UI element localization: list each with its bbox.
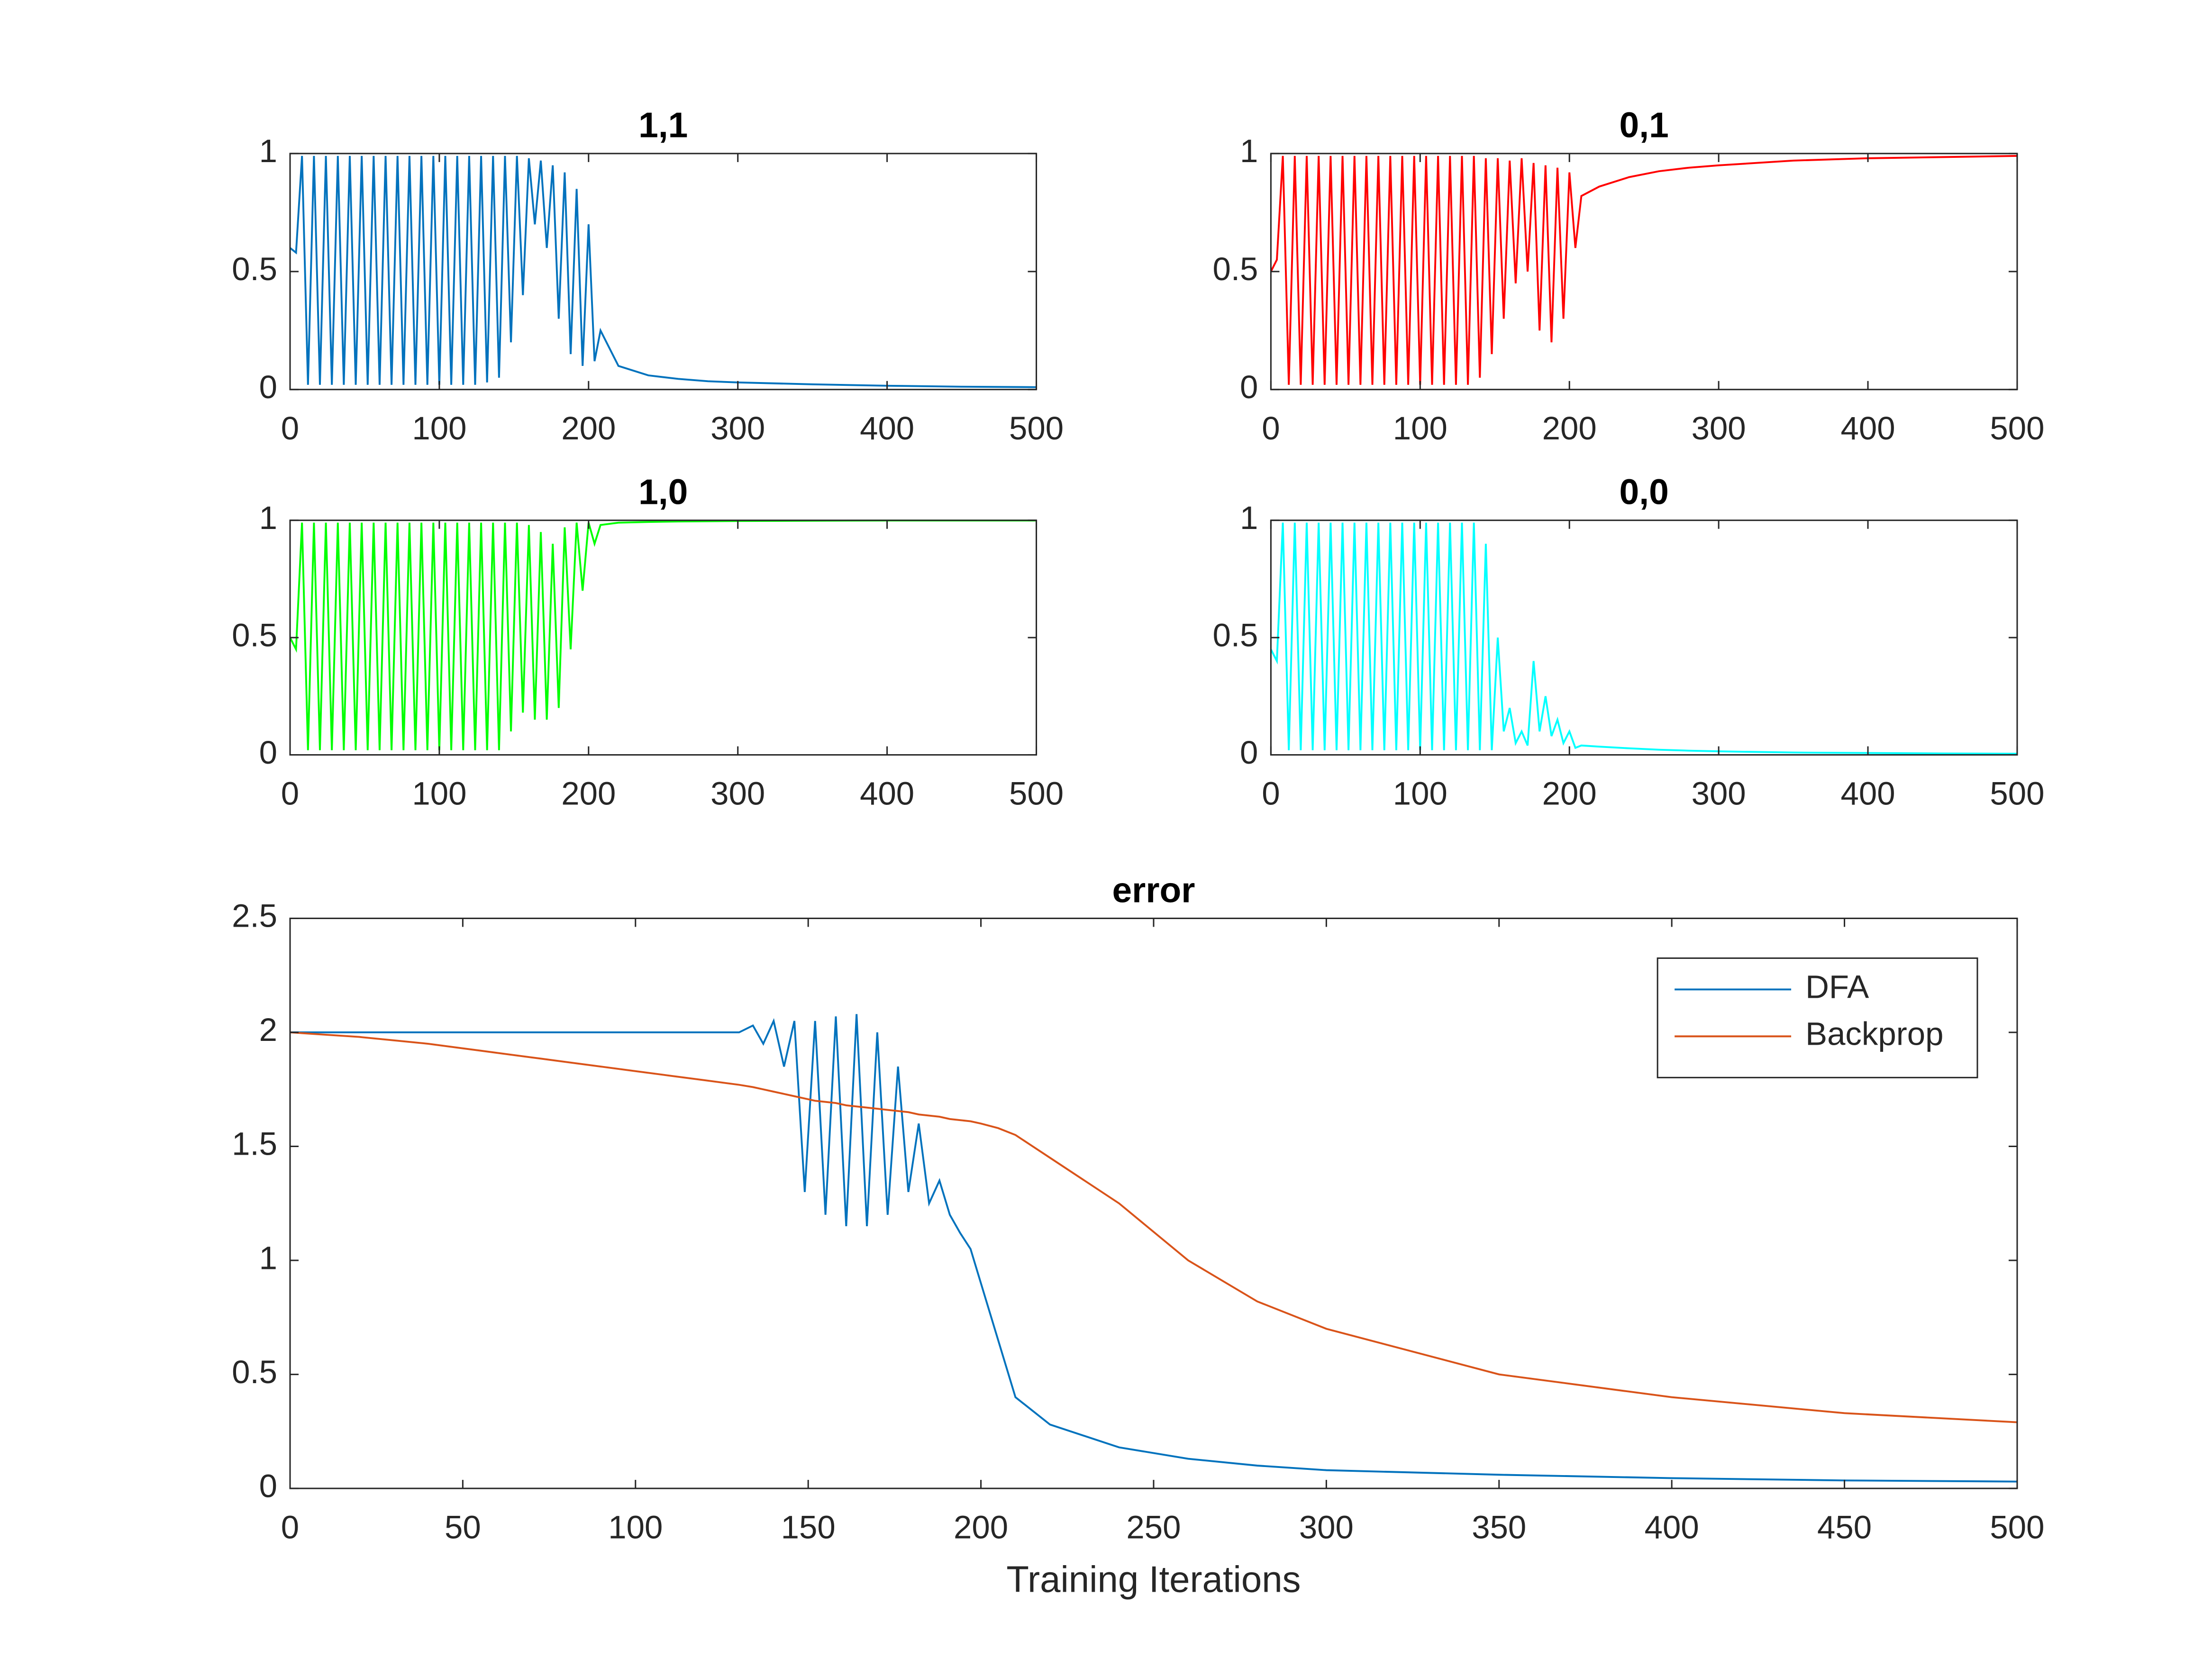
- y-tick-label: 0: [259, 1468, 277, 1504]
- y-tick-label: 1: [259, 133, 277, 169]
- data-line: [289, 155, 1037, 388]
- data-line: [1270, 155, 2017, 385]
- x-tick-label: 300: [1692, 410, 1746, 447]
- chart-title: 1,0: [638, 472, 688, 511]
- x-tick-label: 200: [561, 775, 616, 812]
- x-tick-label: 400: [860, 775, 914, 812]
- y-tick-label: 0.5: [1213, 617, 1258, 653]
- x-tick-label: 300: [710, 775, 765, 812]
- x-tick-label: 500: [1009, 410, 1064, 447]
- legend-box: [1657, 957, 1978, 1078]
- y-tick-label: 0: [1240, 734, 1258, 771]
- x-tick-label: 200: [954, 1509, 1008, 1545]
- chart-title: error: [1112, 870, 1195, 910]
- x-tick-label: 500: [1990, 410, 2044, 447]
- y-tick-label: 0.5: [232, 251, 277, 287]
- x-tick-label: 300: [1692, 775, 1746, 812]
- x-tick-label: 500: [1009, 775, 1064, 812]
- x-tick-label: 100: [1393, 775, 1447, 812]
- x-tick-label: 150: [781, 1509, 836, 1545]
- x-tick-label: 100: [1393, 410, 1447, 447]
- chart-title: 0,0: [1620, 472, 1669, 511]
- y-tick-label: 2: [259, 1012, 277, 1048]
- x-tick-label: 250: [1126, 1509, 1181, 1545]
- data-line: [1270, 522, 2017, 755]
- y-tick-label: 1: [1240, 500, 1258, 536]
- chart-title: 1,1: [638, 105, 688, 145]
- x-axis-label: Training Iterations: [1006, 1559, 1301, 1600]
- data-line: [290, 1014, 2017, 1483]
- y-tick-label: 0: [1240, 369, 1258, 405]
- x-tick-label: 200: [1542, 410, 1597, 447]
- x-tick-label: 0: [281, 1509, 299, 1545]
- legend-label: DFA: [1805, 969, 1869, 1005]
- x-tick-label: 50: [445, 1509, 481, 1545]
- legend-label: Backprop: [1805, 1016, 1943, 1052]
- x-tick-label: 500: [1990, 775, 2044, 812]
- x-tick-label: 100: [412, 775, 466, 812]
- y-tick-label: 0.5: [232, 617, 277, 653]
- x-tick-label: 400: [1841, 410, 1895, 447]
- x-tick-label: 200: [1542, 775, 1597, 812]
- x-tick-label: 450: [1817, 1509, 1872, 1545]
- x-tick-label: 0: [281, 775, 299, 812]
- x-tick-label: 0: [1262, 775, 1280, 812]
- y-tick-label: 0: [259, 734, 277, 771]
- y-tick-label: 0.5: [1213, 251, 1258, 287]
- y-tick-label: 0: [259, 369, 277, 405]
- x-tick-label: 0: [281, 410, 299, 447]
- x-tick-label: 300: [710, 410, 765, 447]
- x-tick-label: 300: [1299, 1509, 1354, 1545]
- y-tick-label: 1: [259, 500, 277, 536]
- y-tick-label: 1: [259, 1240, 277, 1276]
- x-tick-label: 400: [1645, 1509, 1699, 1545]
- chart-title: 0,1: [1620, 105, 1669, 145]
- y-tick-label: 1: [1240, 133, 1258, 169]
- data-line: [290, 1031, 2018, 1423]
- y-tick-label: 0.5: [232, 1354, 277, 1390]
- x-tick-label: 400: [1841, 775, 1895, 812]
- x-tick-label: 500: [1990, 1509, 2044, 1545]
- y-tick-label: 1.5: [232, 1126, 277, 1162]
- x-tick-label: 100: [608, 1509, 663, 1545]
- x-tick-label: 350: [1472, 1509, 1526, 1545]
- x-tick-label: 0: [1262, 410, 1280, 447]
- x-tick-label: 400: [860, 410, 914, 447]
- y-tick-label: 2.5: [232, 898, 277, 934]
- x-tick-label: 200: [561, 410, 616, 447]
- data-line: [289, 520, 1037, 750]
- x-tick-label: 100: [412, 410, 466, 447]
